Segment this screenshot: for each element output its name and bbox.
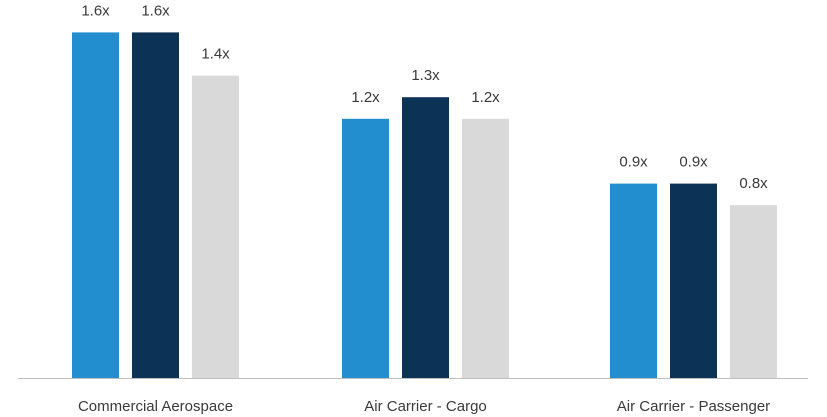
bar-2-1 [670,183,717,378]
bar-value-label-1-2: 1.2x [471,89,500,106]
bar-1-0 [342,118,389,379]
category-label-1: Air Carrier - Cargo [364,398,487,415]
bar-labels-group: 1.6x 1.6x 1.4x 1.2x 1.3x 1.2x 0.9x 0.9x 0.8x [81,2,768,192]
bar-value-label-0-2: 1.4x [201,46,230,63]
bar-2-0 [610,183,657,378]
category-label-2: Air Carrier - Passenger [617,398,770,415]
bar-value-label-2-2: 0.8x [739,175,768,192]
category-labels-group: Commercial Aerospace Air Carrier - Cargo A… [78,398,770,415]
bar-0-0 [72,32,119,379]
bar-value-label-0-0: 1.6x [81,2,110,19]
bars-group [72,32,777,379]
category-label-0: Commercial Aerospace [78,398,233,415]
bar-value-label-2-0: 0.9x [619,154,648,171]
bar-value-label-1-0: 1.2x [351,89,380,106]
bar-value-label-2-1: 0.9x [679,154,708,171]
bar-0-2 [192,75,239,378]
bar-0-1 [132,32,179,379]
bar-2-2 [730,205,777,378]
bar-value-label-1-1: 1.3x [411,67,440,84]
bar-1-1 [402,97,449,378]
bar-1-2 [462,118,509,379]
bar-value-label-0-1: 1.6x [141,2,170,19]
